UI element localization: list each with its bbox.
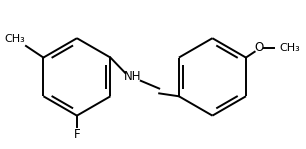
Text: F: F [74, 128, 80, 141]
Text: CH₃: CH₃ [4, 34, 25, 44]
Text: NH: NH [124, 70, 142, 83]
Text: CH₃: CH₃ [280, 43, 300, 53]
Text: O: O [255, 41, 264, 54]
